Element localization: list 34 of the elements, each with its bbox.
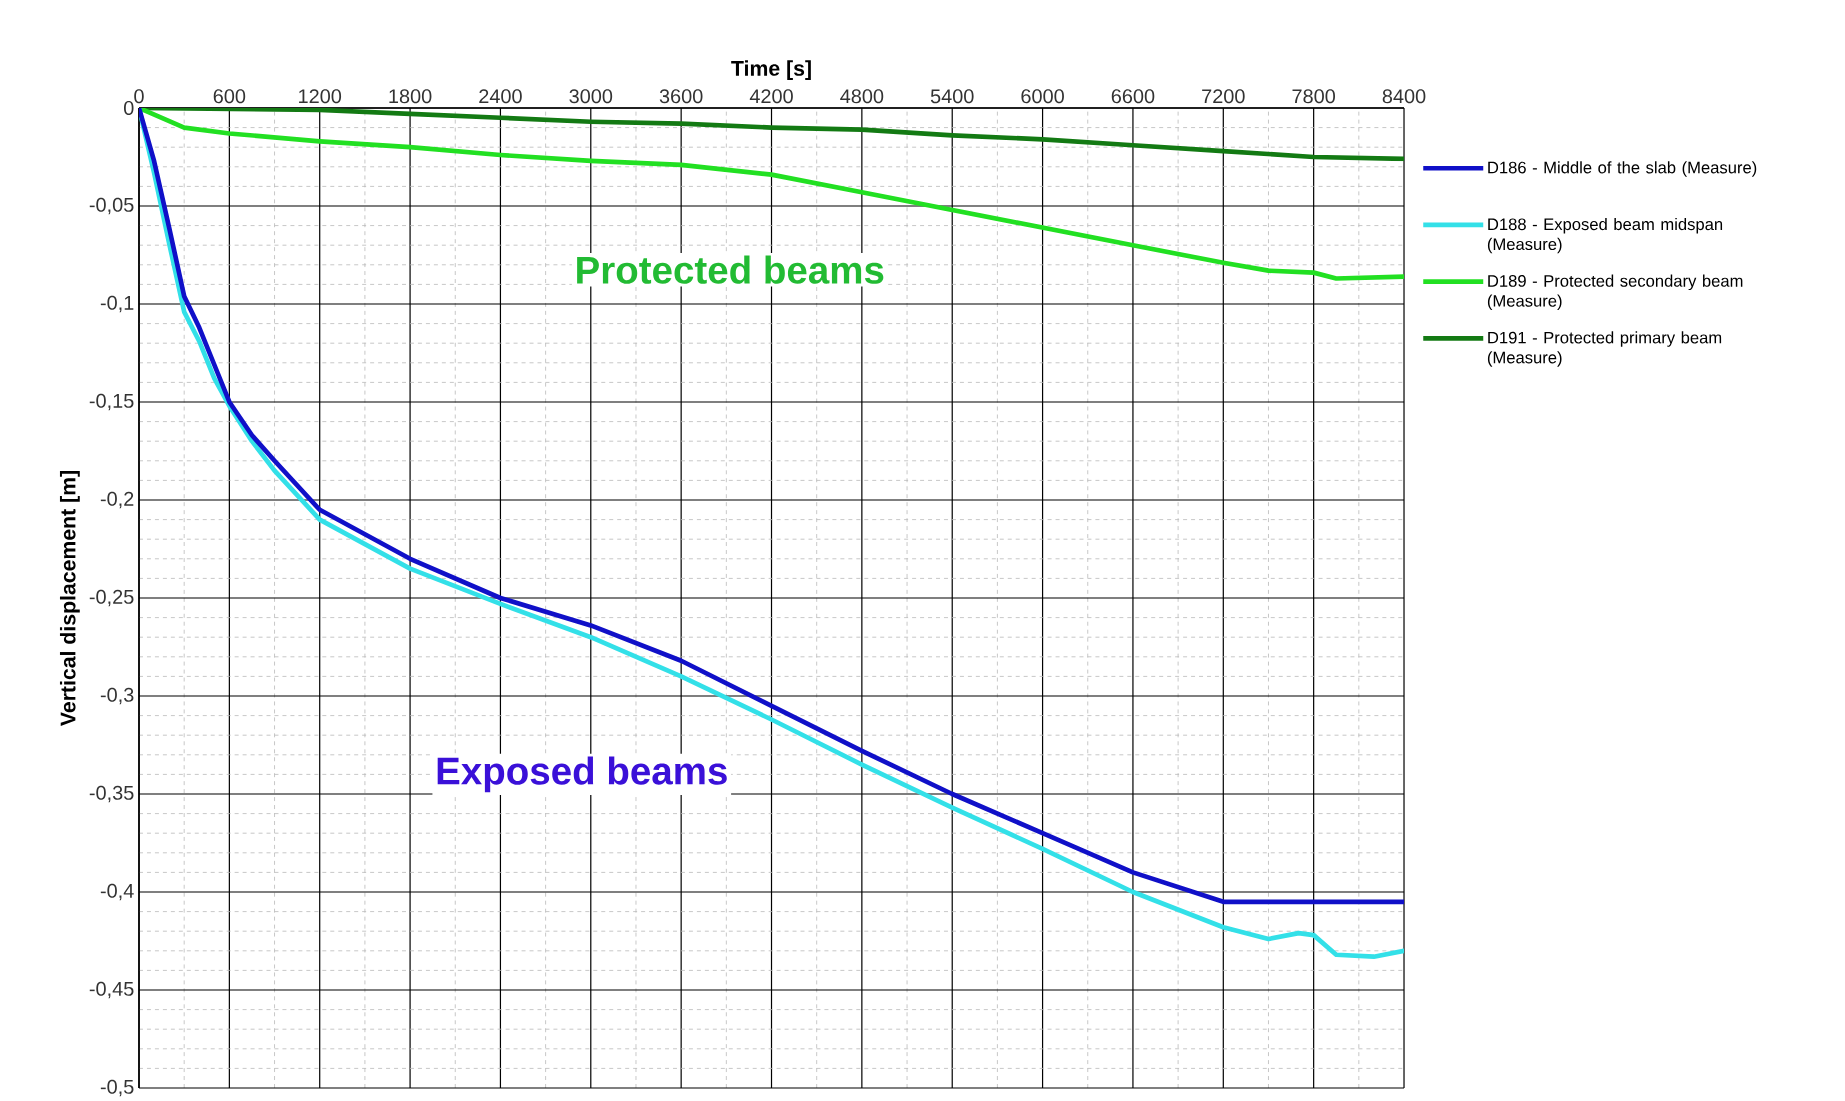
y-tick-label: -0,2	[100, 491, 134, 509]
x-tick-label: 2400	[479, 89, 522, 104]
x-tick-label: 600	[213, 89, 246, 104]
x-tick-label: 3600	[659, 89, 703, 104]
x-tick-label: 7800	[1292, 89, 1336, 104]
x-tick-label: 6600	[1111, 89, 1155, 104]
y-tick-label: -0,35	[89, 785, 134, 803]
legend-label: D191 - Protected primary beam (Measure)	[1487, 331, 1722, 367]
legend-label: D188 - Exposed beam midspan (Measure)	[1487, 217, 1723, 254]
y-tick-label: -0,4	[100, 883, 134, 901]
y-axis-title: Vertical displacement [m]	[59, 471, 80, 727]
x-tick-label: 5400	[930, 89, 974, 104]
x-tick-label: 1200	[299, 89, 342, 104]
y-tick-label: 0	[124, 100, 134, 116]
annotation: Protected beams	[577, 255, 884, 284]
y-tick-label: -0,5	[100, 1079, 134, 1097]
legend-label: D186 - Middle of the slab (Measure)	[1488, 161, 1757, 177]
x-tick-label: 7200	[1202, 89, 1245, 104]
y-tick-label: -0,25	[89, 589, 134, 607]
y-tick-label: -0,3	[100, 687, 134, 705]
annotation: Exposed beams	[437, 756, 727, 793]
x-tick-label: 4200	[749, 89, 793, 104]
x-tick-label: 8400	[1382, 89, 1426, 104]
x-tick-label: 1800	[389, 89, 432, 104]
x-tick-label: 3000	[569, 89, 613, 104]
x-tick-label: 0	[134, 89, 144, 104]
y-tick-label: -0,1	[100, 295, 134, 313]
x-axis-title: Time [s]	[731, 60, 811, 81]
legend-label: D189 - Protected secondary beam (Measure)	[1487, 274, 1743, 310]
y-tick-label: -0,15	[89, 393, 134, 411]
x-tick-label: 6000	[1021, 89, 1064, 104]
y-tick-label: -0,05	[89, 197, 134, 215]
x-tick-label: 4800	[840, 89, 884, 104]
y-tick-label: -0,45	[89, 981, 134, 999]
